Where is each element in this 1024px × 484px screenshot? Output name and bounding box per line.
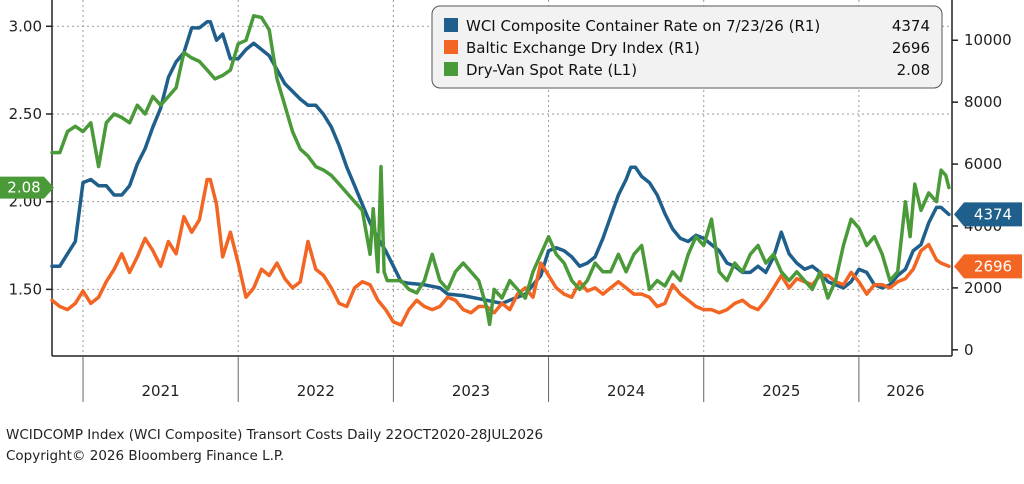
legend-value: 2696 [892, 39, 930, 57]
year-label: 2025 [762, 382, 800, 400]
legend-label: WCI Composite Container Rate on 7/23/26 … [466, 17, 820, 35]
year-label: 2022 [297, 382, 335, 400]
series-line [50, 177, 951, 327]
axes: 1.502.002.503.00020004000600080001000020… [9, 0, 1012, 402]
legend-swatch [444, 62, 458, 76]
legend-box [431, 5, 943, 89]
series-line [50, 14, 951, 327]
year-label: 2026 [886, 382, 924, 400]
series-line [50, 19, 951, 306]
series-lines [50, 14, 951, 327]
legend: WCI Composite Container Rate on 7/23/26 … [431, 5, 943, 89]
left-tick-label: 2.50 [9, 105, 42, 123]
legend-swatch [444, 18, 458, 32]
year-label: 2024 [607, 382, 645, 400]
footer-source: WCIDCOMP Index (WCI Composite) Transort … [6, 427, 544, 443]
legend-value: 2.08 [897, 61, 930, 79]
legend-label: Baltic Exchange Dry Index (R1) [466, 39, 700, 57]
legend-label: Dry-Van Spot Rate (L1) [466, 61, 637, 79]
end-labels: 2.08 4374 2696 [0, 176, 1022, 279]
end-label-tag [954, 254, 1022, 279]
end-label-text: 2696 [974, 257, 1012, 275]
right-tick-label: 8000 [964, 93, 1002, 111]
end-label-tag [0, 176, 54, 199]
year-label: 2021 [142, 382, 180, 400]
right-tick-label: 0 [964, 341, 974, 359]
footer-copyright: Copyright© 2026 Bloomberg Finance L.P. [6, 448, 285, 464]
year-label: 2023 [452, 382, 490, 400]
right-tick-label: 2000 [964, 279, 1002, 297]
left-tick-label: 3.00 [9, 17, 42, 35]
right-tick-label: 6000 [964, 155, 1002, 173]
legend-swatch [444, 40, 458, 54]
end-label-text: 2.08 [7, 179, 40, 197]
left-tick-label: 1.50 [9, 280, 42, 298]
end-label-text: 4374 [974, 205, 1012, 223]
right-tick-label: 10000 [964, 31, 1012, 49]
end-label-tag [954, 202, 1022, 227]
legend-value: 4374 [892, 17, 930, 35]
chart-svg: 1.502.002.503.00020004000600080001000020… [0, 0, 1022, 402]
